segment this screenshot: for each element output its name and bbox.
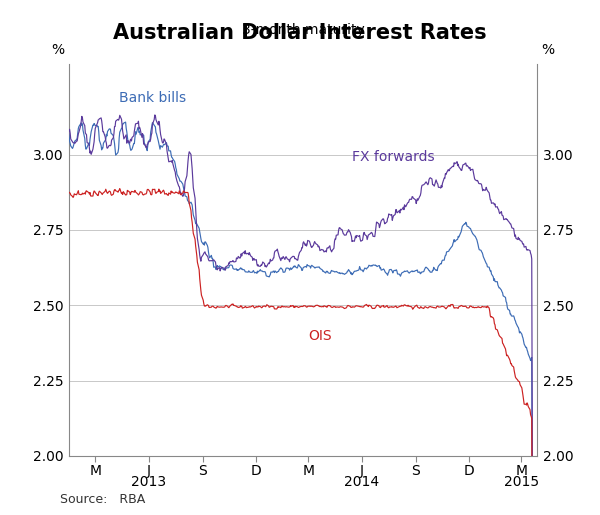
Text: 2014: 2014 xyxy=(344,475,380,489)
Text: 2015: 2015 xyxy=(503,475,539,489)
Text: Bank bills: Bank bills xyxy=(119,91,186,105)
Text: FX forwards: FX forwards xyxy=(352,150,434,164)
Text: Source:   RBA: Source: RBA xyxy=(60,493,145,506)
Text: 2013: 2013 xyxy=(131,475,167,489)
Text: OIS: OIS xyxy=(308,329,332,343)
Title: 3-month maturity: 3-month maturity xyxy=(242,23,364,37)
Text: %: % xyxy=(51,43,64,57)
Text: %: % xyxy=(542,43,555,57)
Text: Australian Dollar Interest Rates: Australian Dollar Interest Rates xyxy=(113,23,487,43)
